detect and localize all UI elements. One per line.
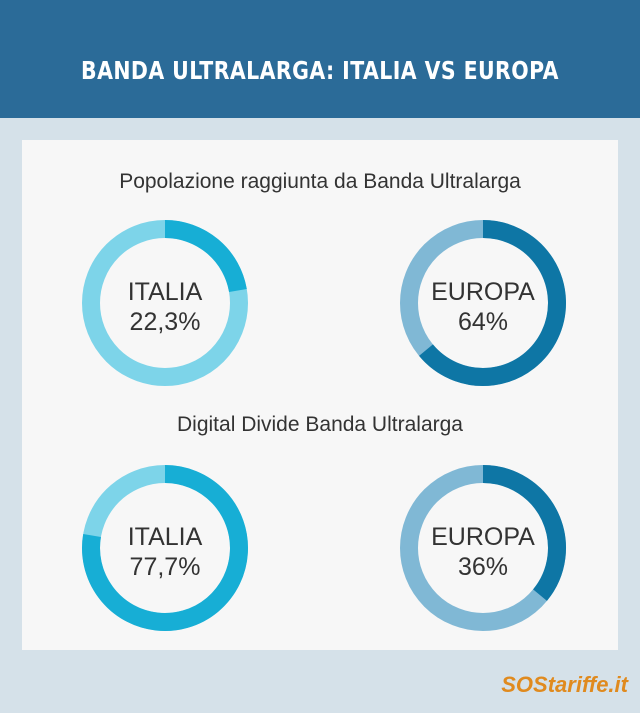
donut-label: ITALIA	[128, 278, 203, 306]
donut-value: 77,7%	[130, 553, 201, 581]
donut-label: ITALIA	[128, 523, 203, 551]
donut-arc	[82, 465, 248, 631]
logo: SOStariffe.it	[501, 672, 629, 697]
section-title: Digital Divide Banda Ultralarga	[177, 413, 463, 436]
donut-arc	[419, 220, 566, 386]
donut-value: 22,3%	[130, 308, 201, 336]
header-band	[0, 0, 640, 118]
panel	[22, 140, 618, 650]
section-title: Popolazione raggiunta da Banda Ultralarg…	[119, 170, 521, 193]
donut-arc	[482, 465, 566, 601]
donut-arc	[164, 220, 247, 293]
donut-value: 36%	[458, 553, 508, 581]
donut-label: EUROPA	[431, 523, 535, 551]
donut-value: 64%	[458, 308, 508, 336]
donut-label: EUROPA	[431, 278, 535, 306]
header-title: BANDA ULTRALARGA: ITALIA VS EUROPA	[81, 57, 559, 85]
